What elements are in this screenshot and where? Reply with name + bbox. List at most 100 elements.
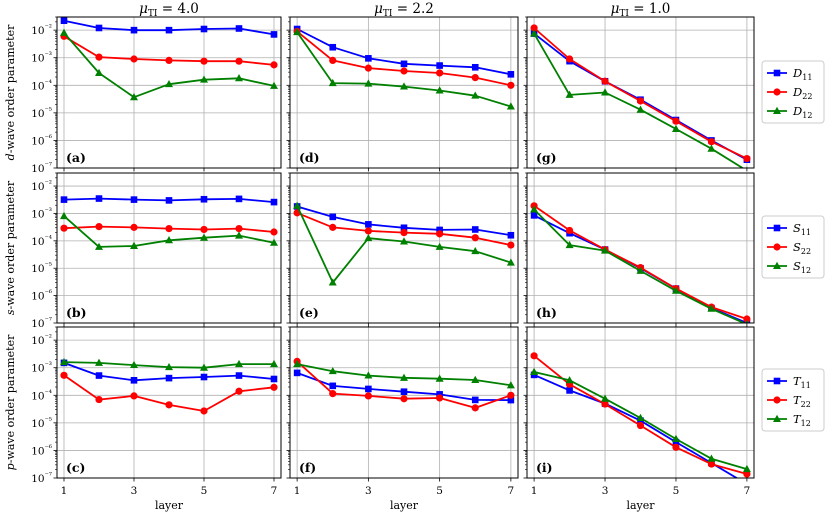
data-point-S12 xyxy=(506,258,515,266)
panel-h: (h) xyxy=(523,172,755,327)
data-point-D22 xyxy=(400,67,408,75)
y-tick-label: 10⁻⁶ xyxy=(31,443,52,457)
data-point-D11 xyxy=(436,62,443,69)
data-point-D12 xyxy=(95,68,103,76)
data-point-T22 xyxy=(507,391,515,399)
data-point-S12 xyxy=(328,278,337,286)
data-point-T11 xyxy=(95,372,103,379)
data-point-S12 xyxy=(601,246,610,254)
x-tick-label: 7 xyxy=(271,485,278,497)
data-point-S12 xyxy=(435,242,444,250)
legend-box xyxy=(761,215,825,279)
legend-marker xyxy=(773,377,781,385)
data-point-S11 xyxy=(507,231,515,239)
x-tick-label: 3 xyxy=(602,485,609,497)
data-point-S22 xyxy=(235,224,243,233)
data-point-D12 xyxy=(293,27,302,36)
data-point-T12 xyxy=(471,375,480,383)
data-point-T22 xyxy=(707,460,716,468)
series-line-T11 xyxy=(533,374,739,478)
x-axis-label: layer xyxy=(626,499,655,512)
axes-frame xyxy=(56,172,282,324)
data-point-S22 xyxy=(165,224,173,233)
data-point-T11 xyxy=(235,372,243,379)
data-point-S12 xyxy=(565,240,574,249)
data-point-T11 xyxy=(200,373,208,381)
data-point-D11 xyxy=(329,43,337,51)
y-tick-label: 10⁻⁷ xyxy=(31,471,52,485)
data-point-S11 xyxy=(436,226,443,234)
data-point-D12 xyxy=(165,79,173,88)
data-point-T22 xyxy=(364,392,372,400)
data-point-S22 xyxy=(436,230,444,238)
data-point-D12 xyxy=(707,144,716,152)
data-point-S22 xyxy=(507,241,515,249)
panel-e: (e) xyxy=(286,172,519,327)
data-series-group xyxy=(530,24,751,168)
data-point-D22 xyxy=(636,97,645,105)
data-point-D12 xyxy=(636,105,645,113)
data-point-D22 xyxy=(565,55,574,63)
data-point-D12 xyxy=(506,102,515,110)
data-point-D11 xyxy=(400,60,408,68)
data-point-D12 xyxy=(60,28,68,36)
data-point-D11 xyxy=(270,31,278,38)
x-tick-label: 5 xyxy=(436,485,443,497)
data-point-D22 xyxy=(329,56,337,64)
data-point-D11 xyxy=(507,71,515,78)
x-tick-label: 7 xyxy=(508,485,515,497)
data-point-T12 xyxy=(130,360,138,369)
legend-box xyxy=(761,368,825,432)
data-point-S12 xyxy=(707,304,716,312)
data-point-T22 xyxy=(601,400,609,408)
data-point-T12 xyxy=(235,359,243,368)
y-tick-label: 10⁻⁵ xyxy=(31,106,52,120)
data-point-S12 xyxy=(200,233,208,241)
data-point-T22 xyxy=(436,394,444,402)
legend-label: S12 xyxy=(793,259,811,275)
data-point-S22 xyxy=(565,226,574,235)
data-point-D11 xyxy=(165,26,173,34)
data-point-T22 xyxy=(743,470,751,478)
data-point-T11 xyxy=(165,374,173,382)
y-tick-label: 10⁻⁴ xyxy=(31,78,52,92)
legend-label: D12 xyxy=(792,104,812,120)
data-point-D22 xyxy=(95,53,103,61)
axes-frame xyxy=(289,16,519,169)
data-point-T22 xyxy=(400,395,408,403)
panel-label: (d) xyxy=(299,150,320,165)
data-point-D22 xyxy=(200,57,208,65)
data-point-D12 xyxy=(565,90,574,98)
data-point-T12 xyxy=(60,357,68,366)
data-point-D12 xyxy=(270,81,278,89)
data-point-S11 xyxy=(471,226,479,233)
y-tick-label: 10⁻⁶ xyxy=(31,133,52,147)
data-point-D11 xyxy=(471,63,479,71)
data-point-D12 xyxy=(471,91,480,99)
data-series-group xyxy=(60,17,278,101)
data-point-T12 xyxy=(95,358,103,366)
column-title: μTI = 4.0 xyxy=(139,1,199,19)
data-point-D12 xyxy=(364,79,373,87)
data-series-group xyxy=(293,201,515,286)
data-point-T12 xyxy=(565,376,574,384)
data-series-group xyxy=(293,357,515,412)
axes-frame xyxy=(289,326,519,479)
data-point-T11 xyxy=(566,387,573,394)
data-point-T12 xyxy=(200,363,208,371)
data-point-T11 xyxy=(293,369,301,377)
legend-marker xyxy=(773,106,781,114)
y-tick-label: 10⁻⁷ xyxy=(31,316,52,330)
data-point-D22 xyxy=(743,154,751,163)
data-point-D22 xyxy=(130,55,138,63)
axes-frame xyxy=(289,172,519,324)
data-point-T12 xyxy=(707,454,716,462)
y-tick-label: 10⁻⁵ xyxy=(31,416,52,430)
data-point-T22 xyxy=(636,421,645,430)
legend-label: S11 xyxy=(793,221,811,237)
data-point-D22 xyxy=(364,64,372,72)
panel-f: 1 3 5 7 (f) layer xyxy=(286,326,519,512)
y-tick-label: 10⁻² xyxy=(31,23,52,37)
data-point-T12 xyxy=(435,374,444,382)
data-point-S12 xyxy=(745,320,749,323)
